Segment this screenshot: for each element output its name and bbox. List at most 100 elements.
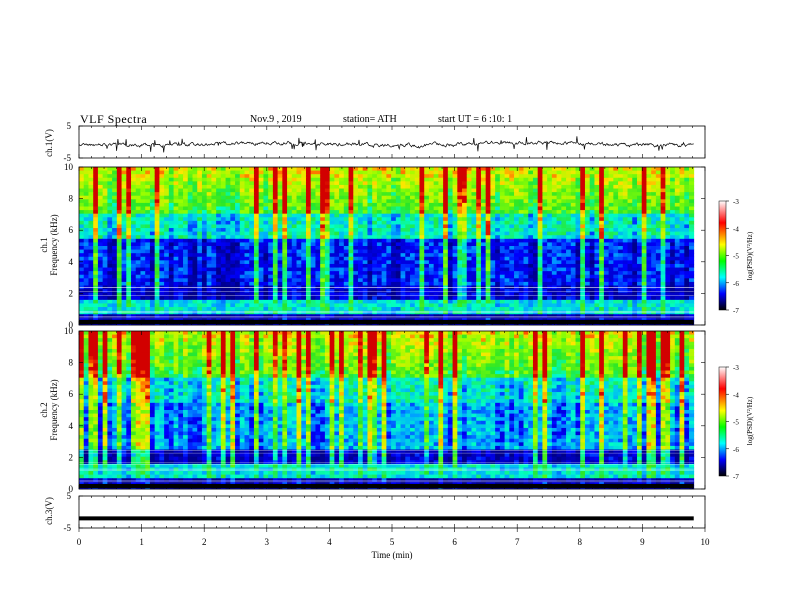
spectrogram-cell: [107, 181, 113, 186]
spectrogram-cell: [197, 292, 203, 297]
spectrogram-cell: [159, 210, 165, 215]
spectrogram-cell: [603, 184, 610, 189]
spectrogram-cell: [627, 210, 633, 215]
spectrogram-cell: [405, 188, 411, 193]
spectrogram-cell: [386, 271, 392, 276]
spectrogram-cell: [112, 281, 118, 286]
spectrogram-cell: [102, 303, 108, 308]
spectrogram-cell: [452, 256, 458, 261]
spectrogram-cell: [244, 199, 250, 204]
spectrogram-cell: [528, 253, 534, 258]
spectrogram-cell: [83, 220, 89, 225]
spectrogram-cell: [556, 188, 562, 193]
spectrogram-cell: [282, 174, 288, 179]
spectrogram-cell: [495, 192, 501, 197]
spectrogram-cell: [343, 242, 349, 247]
spectrogram-cell: [315, 296, 321, 301]
spectrogram-cell: [632, 263, 638, 268]
spectrogram-cell: [301, 177, 307, 182]
spectrogram-cell: [173, 220, 179, 225]
spectrogram-cell: [410, 213, 416, 218]
spectrogram-cell: [93, 202, 99, 207]
spectrogram-cell: [97, 224, 104, 229]
spectrogram-cell: [651, 199, 657, 204]
spectrogram-cell: [362, 174, 368, 179]
spectrogram-cell: [320, 231, 326, 236]
spectrogram-cell: [164, 271, 170, 276]
spectrogram-cell: [131, 281, 137, 286]
spectrogram-cell: [523, 206, 529, 211]
spectrogram-cell: [277, 260, 283, 265]
spectrogram-cell: [263, 256, 269, 261]
spectrogram-cell: [348, 199, 354, 204]
spectrogram-cell: [452, 278, 458, 283]
spectrogram-cell: [528, 184, 534, 189]
spectrogram-cell: [343, 177, 349, 182]
spectrogram-cell: [145, 303, 151, 308]
spectrogram-cell: [334, 220, 340, 225]
spectrogram-cell: [566, 278, 572, 283]
spectrogram-cell: [197, 177, 203, 182]
spectrogram-cell: [348, 228, 354, 233]
spectrogram-cell: [187, 278, 193, 283]
spectrogram-cell: [608, 238, 614, 243]
spectrogram-cell: [599, 274, 605, 279]
spectrogram-cell: [263, 188, 269, 193]
spectrogram-cell: [88, 181, 94, 186]
spectrogram-cell: [391, 278, 397, 283]
spectrogram-cell: [183, 192, 189, 197]
spectrogram-cell: [107, 253, 113, 258]
spectrogram-cell: [310, 238, 316, 243]
spectrogram-cell: [192, 210, 198, 215]
spectrogram-cell: [410, 292, 416, 297]
spectrogram-cell: [580, 238, 586, 243]
spectrogram-cell: [641, 202, 647, 207]
spectrogram-cell: [594, 217, 600, 222]
spectrogram-cell: [566, 267, 572, 272]
spectrogram-cell: [665, 249, 671, 254]
spectrogram-cell: [589, 188, 595, 193]
spectrogram-cell: [632, 246, 638, 250]
spectrogram-cell: [343, 184, 349, 189]
spectrogram-cell: [197, 256, 203, 261]
spectrogram-cell: [197, 235, 203, 240]
spectrogram-cell: [159, 303, 165, 308]
spectrogram-cell: [636, 246, 643, 250]
spectrogram-cell: [651, 263, 657, 268]
spectrogram-cell: [126, 256, 132, 261]
spectrogram-cell: [485, 206, 491, 211]
spectrogram-cell: [291, 256, 297, 261]
spectrogram-cell: [253, 246, 260, 250]
spectrogram-cell: [660, 177, 666, 182]
spectrogram-cell: [239, 195, 245, 200]
spectrogram-cell: [116, 249, 122, 254]
spectrogram-cell: [116, 202, 122, 207]
spectrogram-cell: [570, 177, 576, 182]
spectrogram-cell: [154, 246, 160, 250]
spectrogram-cell: [334, 238, 340, 243]
spectrogram-cell: [339, 217, 345, 222]
spectrogram-cell: [689, 188, 695, 193]
spectrogram-cell: [168, 167, 174, 171]
spectrogram-cell: [178, 296, 184, 301]
spectrogram-cell: [665, 292, 671, 297]
spectrogram-cell: [140, 181, 146, 186]
spectrogram-cell: [509, 195, 515, 200]
spectrogram-cell: [135, 199, 141, 204]
spectrogram-cell: [353, 281, 359, 286]
spectrogram-cell: [495, 210, 501, 215]
spectrogram-cell: [618, 184, 624, 189]
spectrogram-cell: [532, 263, 539, 268]
spectrogram-cell: [97, 213, 104, 218]
spectrogram-cell: [584, 202, 591, 207]
spectrogram-cell: [679, 267, 685, 272]
spectrogram-cell: [646, 260, 652, 265]
spectrogram-cell: [660, 235, 666, 240]
spectrogram-cell: [485, 195, 491, 200]
spectrogram-cell: [131, 195, 137, 200]
spectrogram-cell: [466, 181, 472, 186]
spectrogram-cell: [438, 256, 444, 261]
spectrogram-cell: [324, 184, 331, 189]
spectrogram-cell: [93, 281, 99, 286]
spectrogram-cell: [471, 181, 477, 186]
